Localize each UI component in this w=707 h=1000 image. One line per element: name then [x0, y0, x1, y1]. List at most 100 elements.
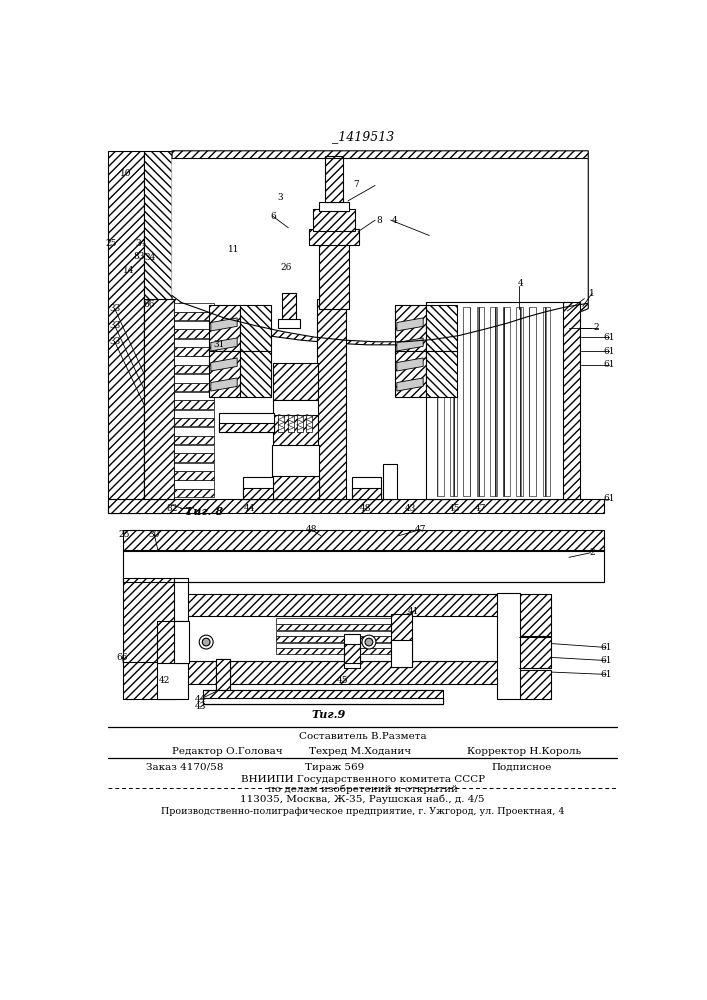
Bar	[279, 319, 300, 328]
Text: 26: 26	[280, 263, 292, 272]
Bar	[276, 618, 400, 624]
Polygon shape	[240, 351, 271, 397]
Bar	[518, 637, 551, 668]
Bar	[383, 464, 397, 499]
Text: 66: 66	[117, 653, 128, 662]
Text: Τиг. 8: Τиг. 8	[185, 506, 223, 517]
Bar	[320, 239, 349, 309]
Polygon shape	[144, 151, 172, 351]
Bar	[174, 445, 214, 453]
Bar	[174, 616, 507, 661]
Text: Тираж 569: Тираж 569	[305, 763, 364, 772]
Text: Корректор Н.Король: Корректор Н.Король	[467, 747, 580, 756]
Bar	[273, 415, 317, 447]
Bar	[309, 229, 359, 245]
Bar	[243, 477, 273, 499]
Bar	[123, 550, 604, 582]
Text: по делам изобретений и открытий: по делам изобретений и открытий	[268, 785, 457, 794]
Text: Заказ 4170/58: Заказ 4170/58	[146, 763, 224, 772]
Text: 2: 2	[593, 323, 599, 332]
Polygon shape	[397, 318, 423, 331]
Bar	[174, 620, 189, 663]
Bar	[216, 659, 230, 691]
Bar	[276, 643, 400, 648]
Text: 66: 66	[143, 300, 155, 309]
Bar	[391, 614, 412, 667]
Bar	[391, 640, 412, 667]
Text: 14: 14	[123, 266, 134, 275]
Bar	[530, 307, 537, 496]
Bar	[563, 302, 580, 499]
Polygon shape	[144, 351, 172, 513]
Text: 33: 33	[109, 304, 120, 313]
Polygon shape	[172, 158, 588, 342]
Bar	[174, 594, 507, 617]
Text: 25: 25	[118, 530, 130, 539]
Bar	[156, 662, 187, 699]
Bar	[216, 659, 230, 691]
Polygon shape	[426, 305, 457, 351]
Bar	[450, 307, 457, 496]
Bar	[174, 374, 214, 383]
Text: 61: 61	[604, 347, 615, 356]
Polygon shape	[397, 378, 423, 391]
Circle shape	[362, 635, 376, 649]
Text: 30: 30	[148, 530, 160, 539]
Text: 41: 41	[408, 607, 420, 616]
Text: Техред М.Ходанич: Техред М.Ходанич	[309, 747, 411, 756]
Bar	[344, 644, 360, 663]
Bar	[497, 593, 520, 699]
Text: 11: 11	[228, 245, 240, 254]
Polygon shape	[240, 305, 271, 351]
Polygon shape	[395, 305, 426, 351]
Bar	[123, 530, 604, 551]
Text: 2: 2	[590, 548, 595, 557]
Bar	[279, 415, 284, 432]
Bar	[490, 307, 497, 496]
Bar	[107, 499, 604, 513]
Bar	[174, 418, 214, 426]
Polygon shape	[211, 358, 237, 371]
Polygon shape	[211, 318, 237, 331]
Text: 42: 42	[158, 676, 170, 685]
Circle shape	[199, 635, 213, 649]
Bar	[174, 347, 214, 356]
Bar	[174, 312, 214, 320]
Text: 47: 47	[475, 504, 486, 513]
Bar	[276, 631, 400, 636]
Bar	[174, 427, 214, 436]
Bar	[426, 302, 569, 499]
Bar	[203, 698, 443, 704]
Bar	[174, 365, 214, 373]
Text: 44: 44	[244, 504, 255, 513]
Bar	[174, 489, 214, 497]
Text: 31: 31	[213, 340, 224, 349]
Bar	[203, 690, 443, 704]
Bar	[174, 578, 187, 663]
Text: 43: 43	[404, 504, 416, 513]
Text: 113035, Москва, Ж-35, Раушская наб., д. 4/5: 113035, Москва, Ж-35, Раушская наб., д. …	[240, 795, 485, 804]
Bar	[273, 363, 317, 400]
Text: 3: 3	[278, 192, 284, 202]
Bar	[518, 594, 551, 636]
Polygon shape	[211, 378, 237, 391]
Bar	[174, 661, 507, 684]
Text: Τиг.9: Τиг.9	[312, 709, 346, 720]
Polygon shape	[395, 351, 426, 397]
Text: 45: 45	[448, 504, 460, 513]
Bar	[503, 307, 510, 496]
Text: 82: 82	[166, 504, 177, 513]
Bar	[477, 307, 484, 496]
Text: 61: 61	[600, 656, 612, 665]
Polygon shape	[397, 338, 423, 351]
Bar	[123, 578, 176, 663]
Text: 83: 83	[134, 252, 145, 261]
Text: _1419513: _1419513	[332, 130, 394, 143]
Bar	[144, 299, 174, 499]
Text: 33: 33	[109, 337, 120, 346]
Text: 48: 48	[360, 504, 372, 513]
Polygon shape	[107, 151, 144, 513]
Bar	[352, 488, 381, 499]
Bar	[174, 453, 214, 462]
Text: 6: 6	[270, 212, 276, 221]
